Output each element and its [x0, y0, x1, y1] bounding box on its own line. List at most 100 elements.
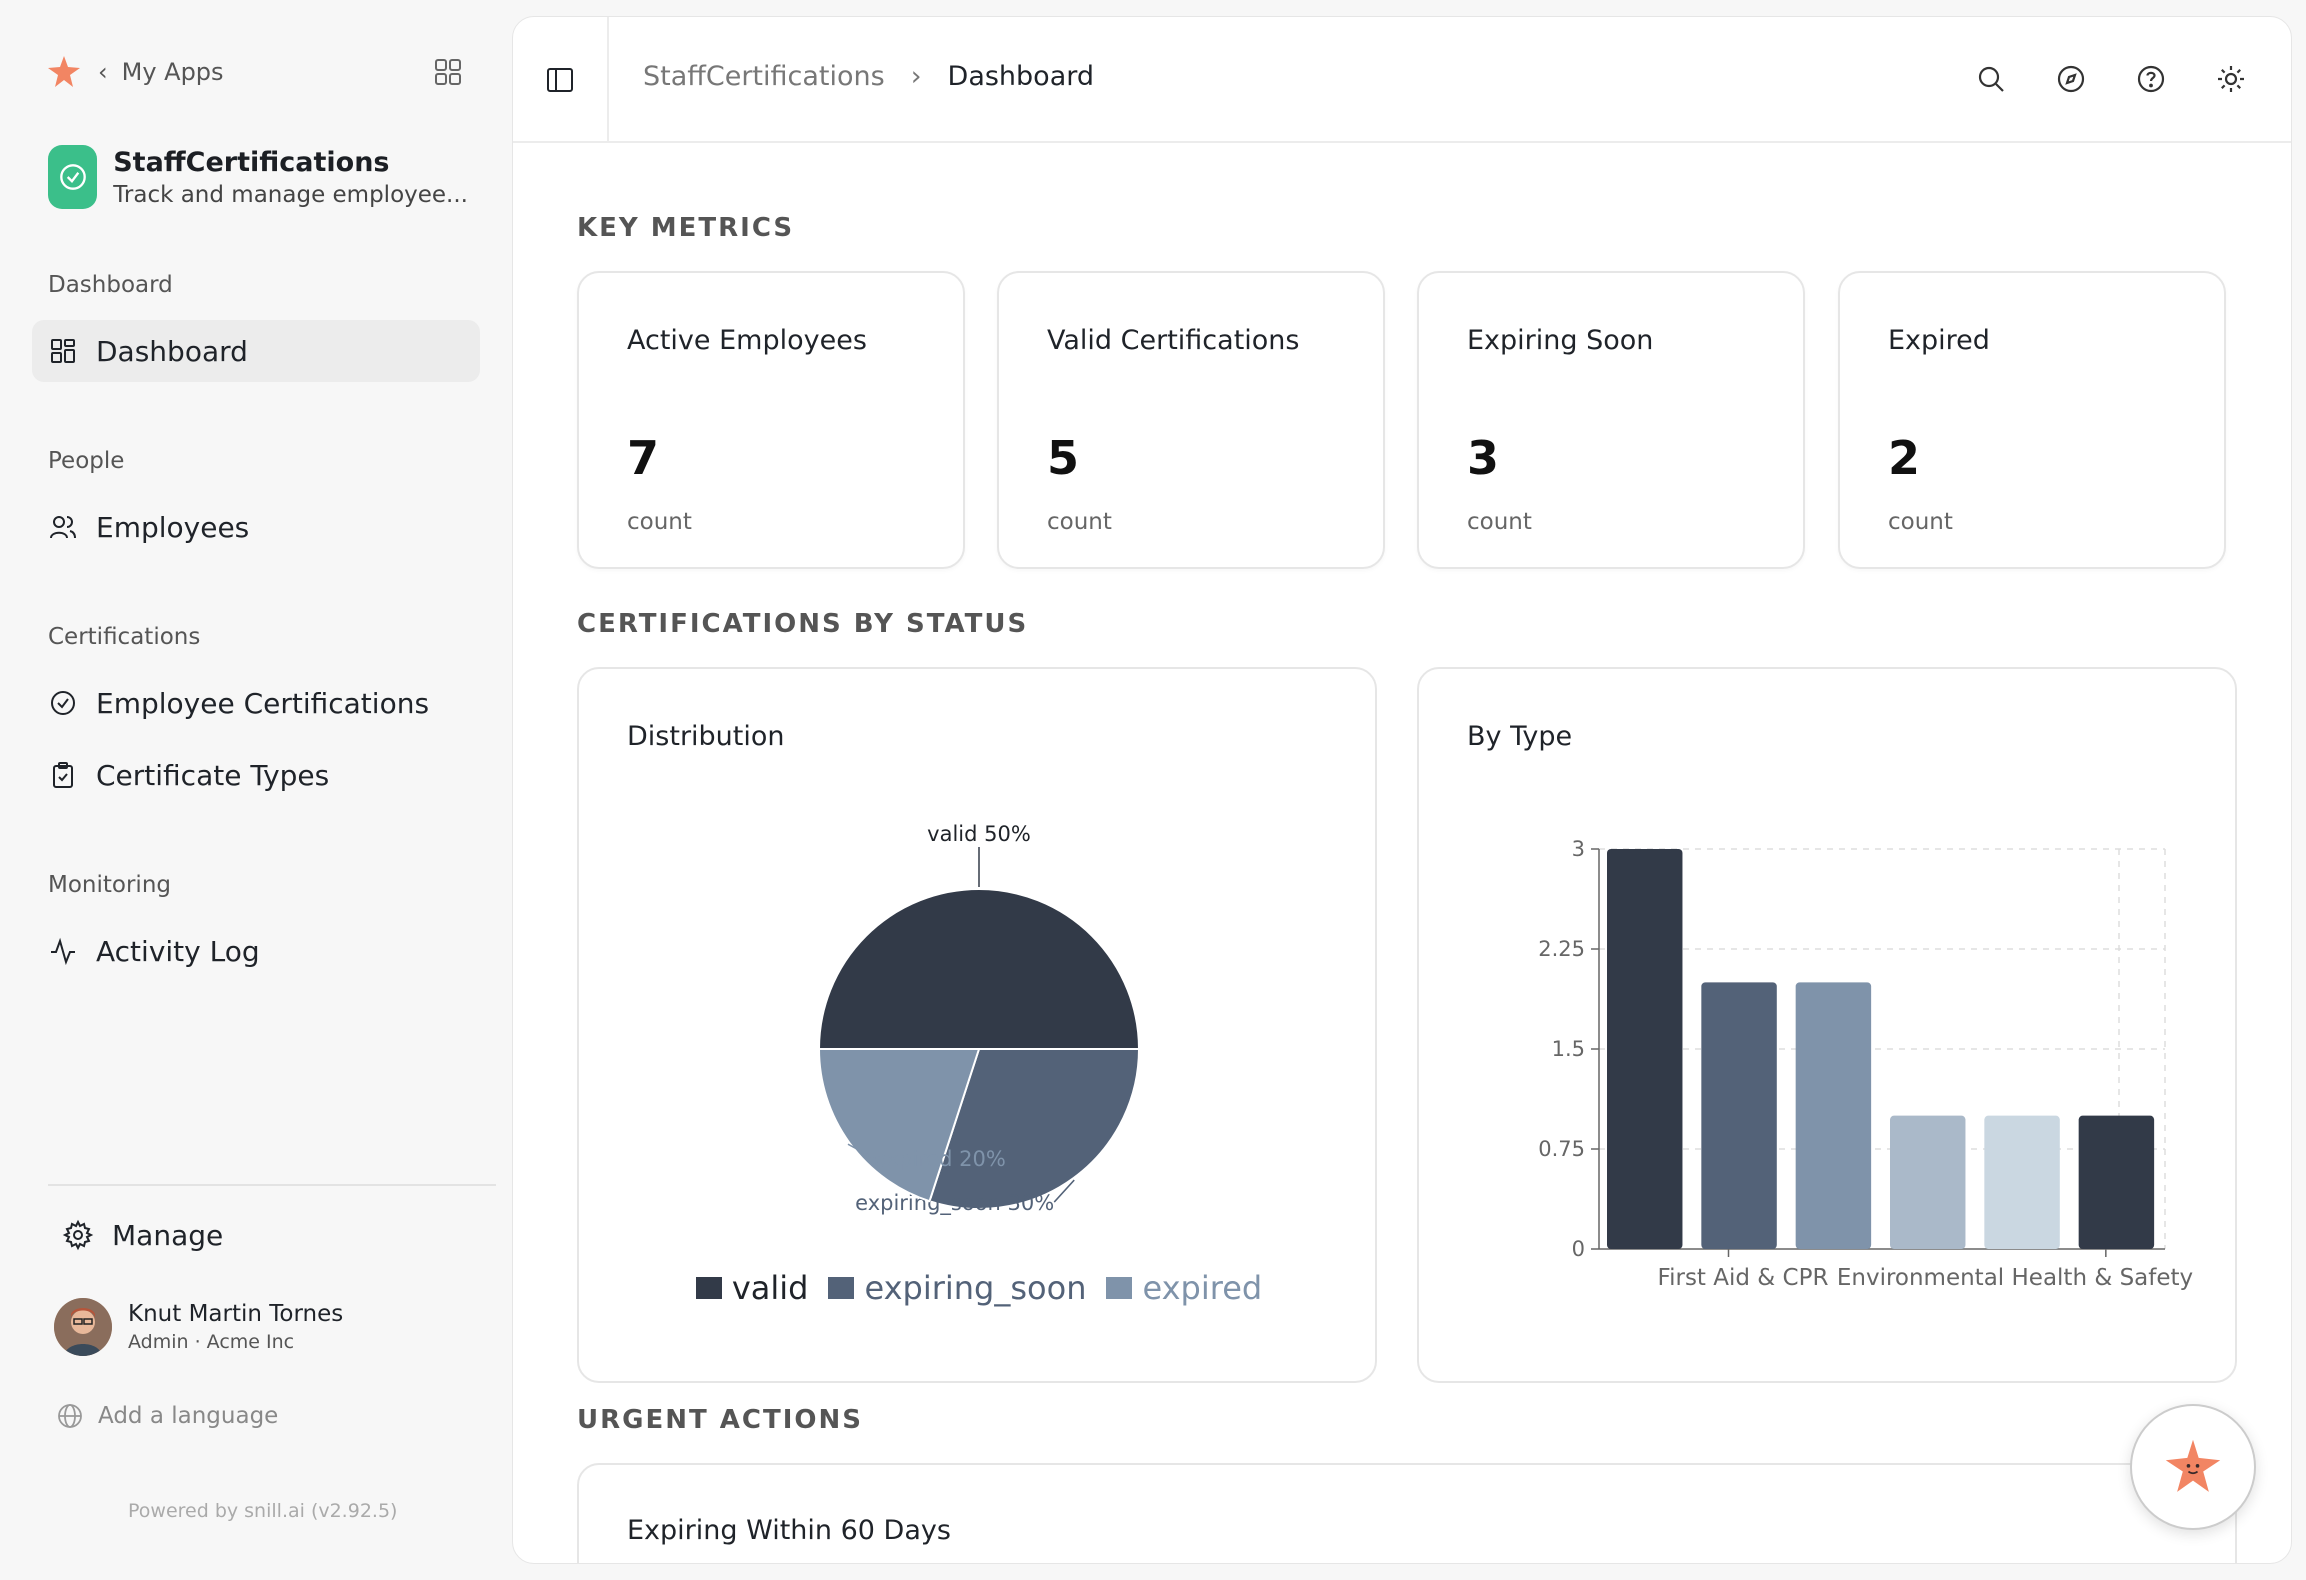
card-title: Expiring Within 60 Days: [627, 1515, 951, 1546]
apps-grid-icon[interactable]: [432, 56, 464, 88]
legend-item-valid[interactable]: valid: [695, 1269, 808, 1307]
user-name: Knut Martin Tornes: [128, 1301, 344, 1327]
bar[interactable]: [1795, 982, 1872, 1249]
avatar: [54, 1298, 112, 1356]
section-title-urgent: URGENT ACTIONS: [577, 1405, 863, 1435]
distribution-panel: Distribution valid 50% expiring_soon 30% e…: [577, 667, 1377, 1383]
bar[interactable]: [1890, 1115, 1966, 1249]
activity-icon: [51, 937, 75, 966]
app-icon: [48, 145, 98, 209]
sidebar-item-activity-log[interactable]: Activity Log: [32, 920, 480, 982]
section-title-by-status: CERTIFICATIONS BY STATUS: [577, 609, 1029, 639]
sun-icon: [2218, 66, 2244, 92]
user-role: Admin · Acme Inc: [128, 1331, 295, 1353]
sidebar-item-dashboard[interactable]: Dashboard: [32, 320, 480, 382]
expiring-soon-card: Expiring Within 60 Days: [577, 1463, 2237, 1563]
powered-by: Powered by snill.ai (v2.92.5): [128, 1500, 398, 1522]
pie-slice-expired[interactable]: [817, 1048, 981, 1203]
x-tick-label: First Aid & CPR: [1658, 1265, 1829, 1291]
breadcrumb-app[interactable]: StaffCertifications: [643, 61, 885, 92]
pie-label-line: [1053, 1179, 1075, 1203]
y-tick-label: 2.25: [1538, 937, 1585, 961]
y-tick-label: 0.75: [1538, 1137, 1585, 1161]
topbar-actions: [1931, 59, 2251, 99]
section-label-monitoring: Monitoring: [48, 872, 171, 898]
bar[interactable]: [1607, 849, 1683, 1249]
metric-card-active-employees: Active Employees 7 count: [577, 271, 965, 569]
users-icon: [50, 516, 76, 539]
compass-icon: [2057, 65, 2085, 93]
pie-slice-valid[interactable]: [817, 888, 1141, 1050]
metric-value: 2: [1888, 431, 1921, 485]
sidebar-item-label: Dashboard: [96, 334, 248, 368]
bar[interactable]: [1984, 1115, 2060, 1249]
gear-icon: [62, 1219, 94, 1251]
explore-button[interactable]: [2051, 59, 2091, 99]
search-button[interactable]: [1971, 59, 2011, 99]
globe-icon: [58, 1404, 82, 1428]
x-tick-label: Environmental Health & Safety: [1837, 1265, 2193, 1291]
add-language-label: Add a language: [98, 1403, 279, 1429]
pie-data-label: expired 20%: [874, 1147, 1006, 1171]
add-language-button[interactable]: Add a language: [56, 1402, 278, 1430]
main-content: StaffCertifications › Dashboard: [512, 16, 2292, 1564]
back-chevron-icon[interactable]: ‹: [98, 58, 108, 86]
search-icon: [1978, 66, 2004, 92]
app-name: StaffCertifications: [113, 146, 390, 178]
section-label-people: People: [48, 448, 125, 474]
y-tick-label: 0: [1572, 1237, 1585, 1261]
logo-icon[interactable]: [44, 52, 84, 92]
metric-title: Active Employees: [627, 325, 867, 356]
sidebar-item-label: Certificate Types: [96, 758, 330, 792]
metric-unit: count: [1888, 509, 1953, 535]
bar-chart: 0 0.75 1.5 2.25 3 First Aid & CPR Environmenta…: [1538, 837, 2193, 1291]
sidebar-toggle-icon: [547, 68, 573, 92]
sidebar-item-certificate-types[interactable]: Certificate Types: [32, 744, 480, 806]
metric-title: Expiring Soon: [1467, 325, 1654, 356]
section-label-dashboard: Dashboard: [48, 272, 173, 298]
manage-label: Manage: [112, 1218, 224, 1252]
manage-button[interactable]: Manage: [62, 1210, 223, 1260]
y-tick-label: 3: [1572, 837, 1585, 861]
bar[interactable]: [2078, 1115, 2155, 1249]
pie-slice-expiring_soon[interactable]: [928, 1048, 1141, 1210]
user-profile[interactable]: Knut Martin Tornes Admin · Acme Inc: [54, 1298, 343, 1356]
my-apps-link[interactable]: My Apps: [121, 58, 224, 86]
breadcrumb-page: Dashboard: [947, 61, 1095, 92]
breadcrumb-separator: ›: [910, 61, 922, 92]
panel-title: By Type: [1467, 721, 1573, 752]
app-subtitle: Track and manage employee...: [113, 181, 468, 208]
breadcrumb: StaffCertifications › Dashboard: [643, 61, 1094, 92]
legend-item-expiring_soon[interactable]: expiring_soon: [828, 1269, 1086, 1307]
legend-swatch: [828, 1277, 855, 1299]
sidebar-item-employee-certifications[interactable]: Employee Certifications: [32, 672, 480, 734]
assistant-button[interactable]: [2130, 1404, 2256, 1530]
pie-legend: valid expiring_soon expired: [579, 1269, 1379, 1307]
legend-label: expired: [1142, 1269, 1263, 1307]
bar[interactable]: [1701, 982, 1777, 1249]
metric-value: 5: [1047, 431, 1080, 485]
topbar: StaffCertifications › Dashboard: [513, 17, 2291, 143]
section-title-key-metrics: KEY METRICS: [577, 213, 795, 243]
section-label-certifications: Certifications: [48, 624, 201, 650]
help-button[interactable]: [2131, 59, 2171, 99]
sidebar-item-employees[interactable]: Employees: [32, 496, 480, 558]
pie-data-label: valid 50%: [927, 822, 1031, 846]
theme-toggle-button[interactable]: [2211, 59, 2251, 99]
sidebar-toggle-button[interactable]: [513, 17, 609, 143]
metric-title: Expired: [1888, 325, 1990, 356]
metric-card-valid-certifications: Valid Certifications 5 count: [997, 271, 1385, 569]
legend-label: expiring_soon: [864, 1269, 1087, 1307]
metric-unit: count: [1467, 509, 1532, 535]
pie-data-label: expiring_soon 30%: [855, 1191, 1054, 1216]
legend-swatch: [695, 1277, 722, 1299]
metric-value: 7: [627, 431, 660, 485]
metric-card-expired: Expired 2 count: [1838, 271, 2226, 569]
badge-check-icon: [51, 691, 75, 715]
sidebar: ‹ My Apps StaffCertifications Track and …: [0, 0, 510, 1580]
legend-item-expired[interactable]: expired: [1106, 1269, 1262, 1307]
sidebar-item-label: Activity Log: [96, 934, 260, 968]
app-switcher[interactable]: StaffCertifications Track and manage emp…: [48, 142, 468, 212]
sidebar-item-label: Employee Certifications: [96, 686, 430, 720]
help-icon: [2137, 65, 2165, 93]
